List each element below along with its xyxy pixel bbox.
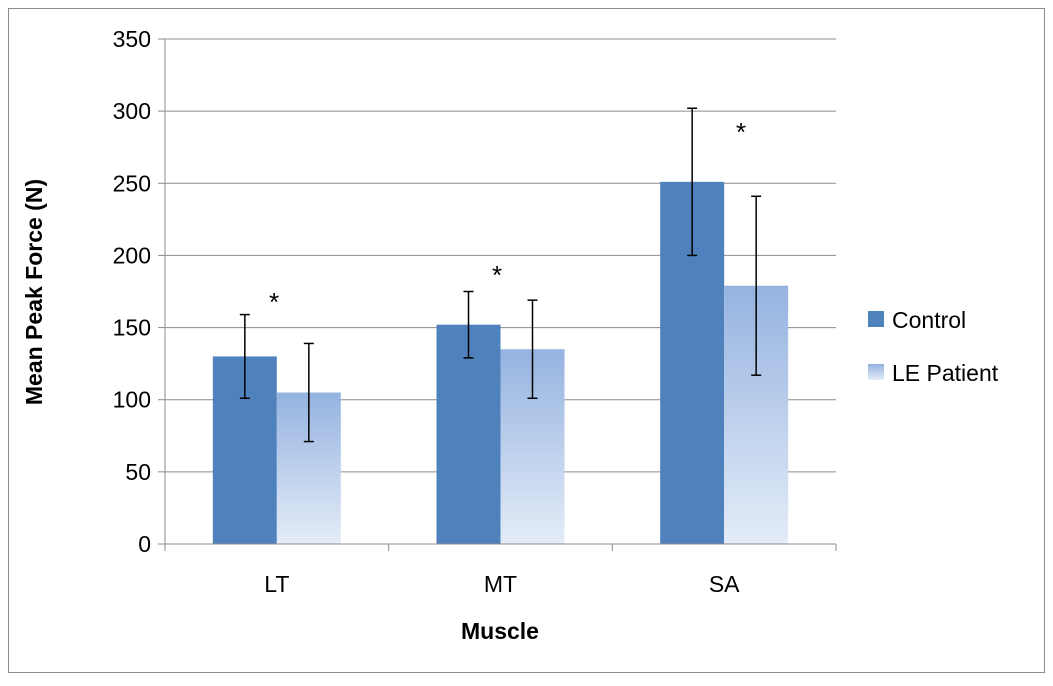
y-tick-label: 0 bbox=[138, 531, 151, 557]
y-axis-title: Mean Peak Force (N) bbox=[21, 179, 47, 405]
x-tick-label: MT bbox=[484, 571, 517, 597]
y-tick-label: 250 bbox=[113, 170, 151, 196]
legend: Control LE Patient bbox=[868, 307, 999, 386]
x-axis-title: Muscle bbox=[461, 618, 539, 644]
y-tick-label: 50 bbox=[125, 459, 151, 485]
chart-border bbox=[8, 8, 1045, 673]
y-tick-label: 300 bbox=[113, 98, 151, 124]
x-tick-label: LT bbox=[264, 571, 289, 597]
labels: Mean Peak Force (N) Muscle 0 50 100 150 200 2… bbox=[21, 26, 746, 644]
significance-marker: * bbox=[269, 287, 279, 317]
axes bbox=[158, 38, 837, 551]
legend-label-control: Control bbox=[892, 307, 966, 333]
legend-swatch-le-patient bbox=[868, 364, 884, 380]
legend-swatch-control bbox=[868, 311, 884, 327]
significance-marker: * bbox=[492, 260, 502, 290]
y-tick-label: 100 bbox=[113, 387, 151, 413]
legend-label-le-patient: LE Patient bbox=[892, 360, 999, 386]
error-bars bbox=[239, 107, 762, 443]
x-tick-label: SA bbox=[709, 571, 740, 597]
significance-marker: * bbox=[736, 117, 746, 147]
y-tick-label: 350 bbox=[113, 26, 151, 52]
y-tick-label: 200 bbox=[113, 242, 151, 268]
bar-control-mt bbox=[436, 324, 501, 544]
y-tick-label: 150 bbox=[113, 315, 151, 341]
